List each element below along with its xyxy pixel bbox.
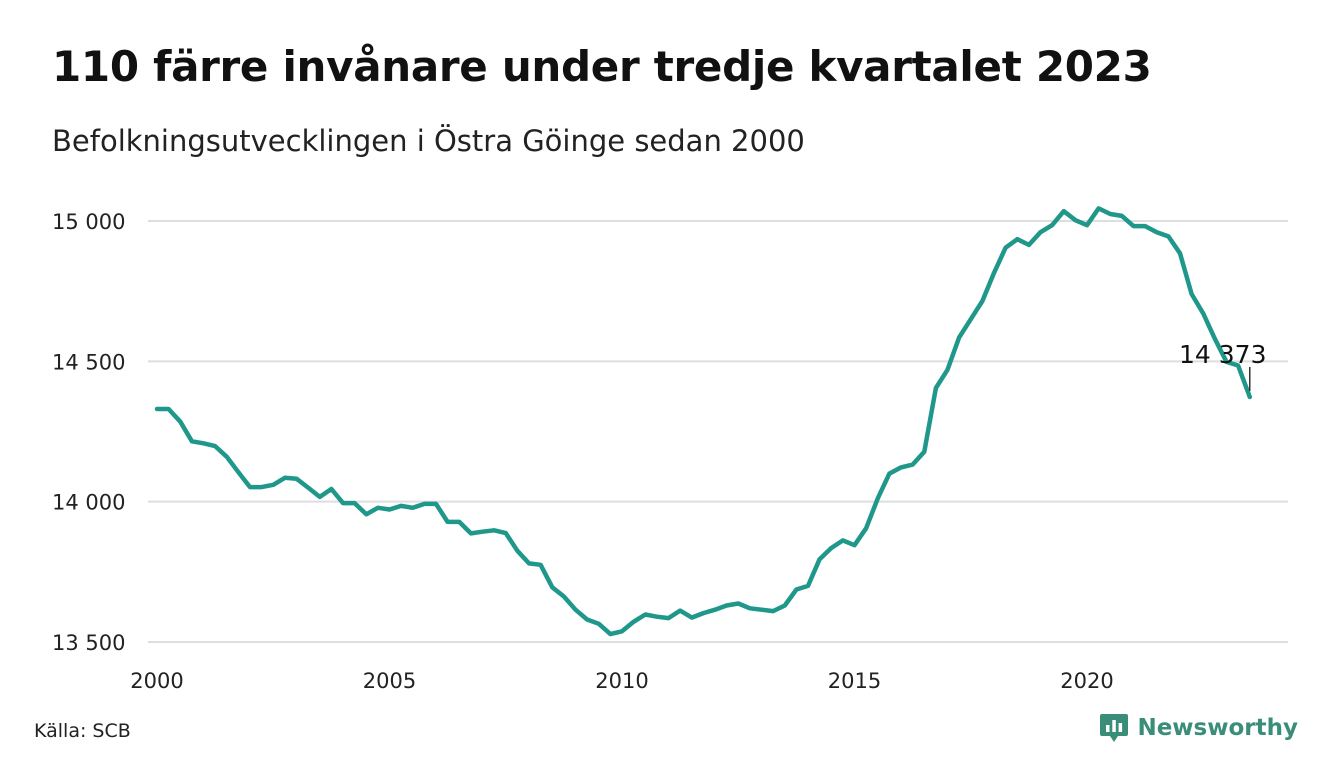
y-tick-label: 14 000 [52,491,125,515]
y-tick-label: 13 500 [52,631,125,655]
x-axis-ticks: 2000 2005 2010 2015 2020 [130,669,1113,693]
x-tick-label: 2020 [1060,669,1113,693]
series-layer [154,206,1253,637]
y-tick-label: 14 500 [52,350,125,374]
chart-subtitle: Befolkningsutvecklingen i Östra Göinge s… [52,124,805,158]
population-line [154,206,1253,637]
source-note: Källa: SCB [34,720,131,742]
brand-logo: Newsworthy [1099,712,1298,744]
y-tick-label: 15 000 [52,210,125,234]
x-tick-label: 2000 [130,669,183,693]
chart-title: 110 färre invånare under tredje kvartale… [52,42,1152,91]
x-tick-label: 2005 [363,669,416,693]
y-axis-ticks: 13 500 14 000 14 500 15 000 [52,210,125,655]
brand-name: Newsworthy [1137,715,1298,741]
x-tick-label: 2015 [828,669,881,693]
last-value-annotation: 14 373 [1179,340,1266,391]
newsworthy-logo-icon [1100,714,1129,742]
gridlines [148,220,1288,643]
x-tick-label: 2010 [595,669,648,693]
last-value-label: 14 373 [1179,340,1266,369]
